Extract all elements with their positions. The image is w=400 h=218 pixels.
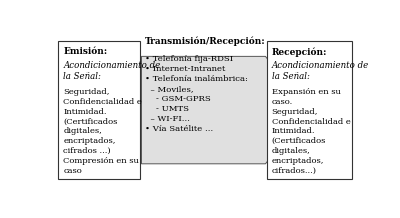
Text: • Telefonía fija-RDSI
• Internet-Intranet
• Telefonía inalámbrica:
  – Moviles,
: • Telefonía fija-RDSI • Internet-Intrane… — [144, 55, 248, 133]
Text: Transmisión/Recepción:: Transmisión/Recepción: — [144, 36, 265, 46]
Text: Emisión:: Emisión: — [63, 47, 108, 56]
FancyBboxPatch shape — [267, 41, 352, 179]
Polygon shape — [142, 56, 309, 164]
Text: Recepción:: Recepción: — [272, 47, 327, 57]
Text: Acondicionamiento de
la Señal:: Acondicionamiento de la Señal: — [272, 61, 369, 81]
FancyBboxPatch shape — [58, 41, 140, 179]
Text: Expansión en su
caso.
Seguridad,
Confidencialidad e
Intimidad.
(Certificados
dig: Expansión en su caso. Seguridad, Confide… — [272, 88, 350, 175]
Text: Acondicionamiento de
la Señal:: Acondicionamiento de la Señal: — [63, 61, 160, 81]
Text: Seguridad,
Confidencialidad e
Intimidad.
(Certificados
digitales,
encriptados,
c: Seguridad, Confidencialidad e Intimidad.… — [63, 88, 142, 175]
